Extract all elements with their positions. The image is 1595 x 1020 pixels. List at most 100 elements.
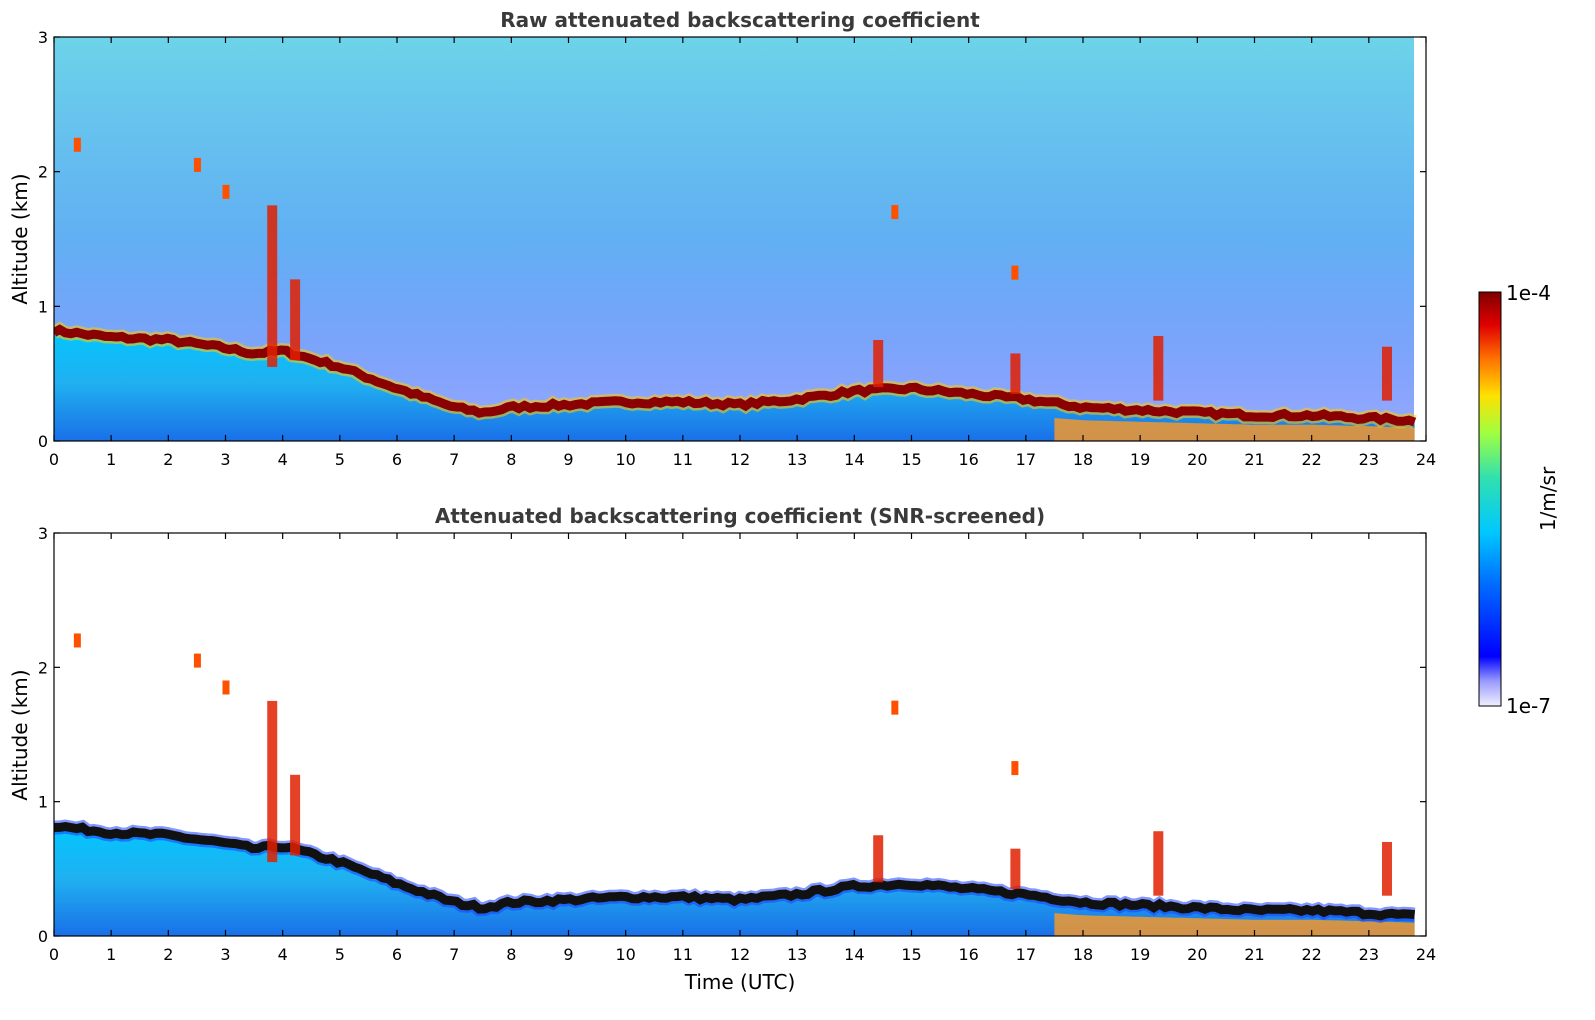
xtick-label-0-4: 4 xyxy=(278,450,288,469)
panel1-marks xyxy=(54,137,1417,441)
panel2-ylabel: Altitude (km) xyxy=(8,669,32,800)
colorbar-unit-label: 1/m/sr xyxy=(1536,466,1560,531)
xtick-label-1-16: 16 xyxy=(958,945,978,964)
xtick-label-1-8: 8 xyxy=(506,945,516,964)
xtick-label-0-23: 23 xyxy=(1359,450,1379,469)
xtick-label-1-20: 20 xyxy=(1187,945,1207,964)
xtick-label-1-12: 12 xyxy=(730,945,750,964)
aerosol-blob-1-0 xyxy=(73,633,81,648)
xtick-label-1-21: 21 xyxy=(1244,945,1264,964)
plume-0-2 xyxy=(1010,353,1021,394)
xtick-label-0-20: 20 xyxy=(1187,450,1207,469)
xtick-label-0-12: 12 xyxy=(730,450,750,469)
panel2-marks xyxy=(54,633,1416,936)
xtick-label-0-11: 11 xyxy=(673,450,693,469)
xtick-label-1-2: 2 xyxy=(163,945,173,964)
colorbar-min-label: 1e-7 xyxy=(1506,694,1551,718)
xtick-label-1-22: 22 xyxy=(1301,945,1321,964)
xtick-label-1-7: 7 xyxy=(449,945,459,964)
plume-0-0 xyxy=(267,205,278,367)
xtick-label-0-21: 21 xyxy=(1244,450,1264,469)
residual-layer-1 xyxy=(1054,913,1415,936)
xtick-label-0-10: 10 xyxy=(615,450,635,469)
ytick-label-0-1: 1 xyxy=(38,297,48,316)
plume-0-3 xyxy=(1153,335,1164,401)
xtick-label-0-5: 5 xyxy=(335,450,345,469)
bl-top-line-1 xyxy=(54,822,1416,921)
colorbar-max-label: 1e-4 xyxy=(1506,281,1551,305)
xtick-label-1-6: 6 xyxy=(392,945,402,964)
xtick-label-1-15: 15 xyxy=(901,945,921,964)
xtick-label-0-16: 16 xyxy=(958,450,978,469)
xtick-label-0-6: 6 xyxy=(392,450,402,469)
aerosol-blob-0-3 xyxy=(891,205,899,220)
panel-screened: Attenuated backscattering coefficient (S… xyxy=(8,504,1436,994)
aerosol-blob-0-2 xyxy=(222,184,230,199)
panel2-yticks: 0 1 2 3 xyxy=(38,524,1426,946)
xtick-label-0-9: 9 xyxy=(563,450,573,469)
ytick-label-0-0: 0 xyxy=(38,432,48,451)
xtick-label-0-14: 14 xyxy=(844,450,864,469)
aerosol-blob-1-1 xyxy=(193,653,201,668)
xtick-label-1-1: 1 xyxy=(106,945,116,964)
ytick-label-0-2: 2 xyxy=(38,163,48,182)
panel1-yticks: 0 1 2 3 xyxy=(38,28,1426,451)
xtick-label-0-19: 19 xyxy=(1130,450,1150,469)
ytick-label-0-3: 3 xyxy=(38,28,48,47)
xtick-label-0-3: 3 xyxy=(220,450,230,469)
xtick-label-1-19: 19 xyxy=(1130,945,1150,964)
ytick-label-1-1: 1 xyxy=(38,793,48,812)
xtick-label-1-14: 14 xyxy=(844,945,864,964)
xtick-label-0-13: 13 xyxy=(787,450,807,469)
xtick-label-1-0: 0 xyxy=(49,945,59,964)
ytick-label-1-3: 3 xyxy=(38,524,48,543)
plume-1-2 xyxy=(1010,848,1021,889)
aerosol-blob-1-2 xyxy=(222,680,230,695)
xtick-label-1-13: 13 xyxy=(787,945,807,964)
plume-1-4 xyxy=(1381,841,1392,896)
xtick-label-1-24: 24 xyxy=(1416,945,1436,964)
xtick-label-1-23: 23 xyxy=(1359,945,1379,964)
xtick-label-1-11: 11 xyxy=(673,945,693,964)
plume-1-3 xyxy=(1153,831,1164,896)
plume-1-5 xyxy=(873,835,884,883)
xtick-label-0-24: 24 xyxy=(1416,450,1436,469)
xtick-label-0-7: 7 xyxy=(449,450,459,469)
xtick-label-0-17: 17 xyxy=(1016,450,1036,469)
aerosol-blob-0-4 xyxy=(1011,265,1019,280)
panel2-xlabel: Time (UTC) xyxy=(684,970,796,994)
plume-1-0 xyxy=(267,700,278,863)
xtick-label-0-8: 8 xyxy=(506,450,516,469)
xtick-label-1-9: 9 xyxy=(563,945,573,964)
panel2-title: Attenuated backscattering coefficient (S… xyxy=(435,504,1045,528)
aerosol-blob-1-3 xyxy=(891,700,899,715)
xtick-label-1-5: 5 xyxy=(335,945,345,964)
plume-0-4 xyxy=(1381,346,1392,401)
residual-layer-0 xyxy=(1054,418,1415,441)
bl-top-line-0 xyxy=(54,324,1417,427)
ytick-label-1-0: 0 xyxy=(38,927,48,946)
panel1-title: Raw attenuated backscattering coefficien… xyxy=(500,8,980,32)
xtick-label-0-0: 0 xyxy=(49,450,59,469)
plume-0-5 xyxy=(873,340,884,388)
plume-1-1 xyxy=(290,774,301,856)
xtick-label-1-4: 4 xyxy=(278,945,288,964)
xtick-label-0-1: 1 xyxy=(106,450,116,469)
xtick-label-0-22: 22 xyxy=(1301,450,1321,469)
aerosol-blob-1-4 xyxy=(1011,761,1019,776)
xtick-label-1-3: 3 xyxy=(220,945,230,964)
xtick-label-1-10: 10 xyxy=(615,945,635,964)
xtick-label-1-17: 17 xyxy=(1016,945,1036,964)
panel1-ylabel: Altitude (km) xyxy=(8,173,32,304)
aerosol-blob-0-1 xyxy=(193,157,201,172)
panel2-xticks: 0 1 2 3 4 5 6 7 8 9 10 11 12 13 14 15 16 17 18 19 20 21 22 23 24 xyxy=(49,533,1436,964)
aerosol-blob-0-0 xyxy=(73,137,81,152)
xtick-label-0-18: 18 xyxy=(1073,450,1093,469)
xtick-label-1-18: 18 xyxy=(1073,945,1093,964)
plume-0-1 xyxy=(290,279,301,361)
ytick-label-1-2: 2 xyxy=(38,658,48,677)
colorbar-gradient xyxy=(1478,291,1502,707)
panel1-xticks: 0 1 2 3 4 5 6 7 8 9 10 11 12 13 14 15 16 17 18 19 20 21 22 23 24 xyxy=(49,37,1436,469)
panel-raw: Raw attenuated backscattering coefficien… xyxy=(8,8,1436,469)
